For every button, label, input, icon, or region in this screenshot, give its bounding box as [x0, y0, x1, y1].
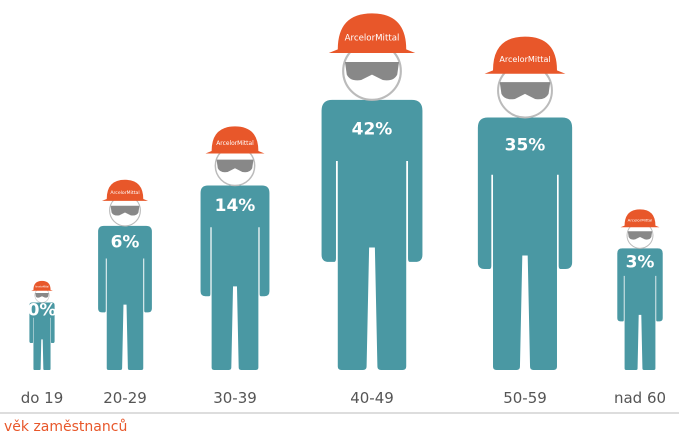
value-label: 3% — [626, 252, 655, 272]
helmet-brand: ArcelorMittal — [628, 218, 653, 223]
x-tick-label: 50-59 — [503, 389, 547, 407]
body — [98, 225, 152, 370]
helmet — [31, 280, 53, 291]
helmet-brand: ArcelorMittal — [499, 54, 550, 64]
glasses — [344, 61, 400, 81]
x-tick-label: do 19 — [21, 389, 64, 407]
glasses — [627, 231, 653, 240]
figure: ArcelorMittal — [200, 126, 270, 370]
figure: ArcelorMittal — [617, 209, 663, 370]
value-label: 0% — [28, 301, 57, 321]
body — [200, 185, 270, 370]
glasses — [110, 205, 140, 216]
body — [617, 248, 663, 370]
x-tick-label: 40-49 — [350, 389, 394, 407]
helmet — [205, 126, 265, 154]
helmet — [620, 209, 660, 228]
glasses — [35, 293, 49, 298]
value-label: 6% — [111, 232, 140, 252]
figure: ArcelorMittal — [321, 13, 423, 371]
figure: ArcelorMittal — [477, 36, 573, 370]
value-label: 42% — [352, 120, 393, 140]
body — [321, 99, 423, 371]
helmet — [328, 13, 416, 53]
figure: ArcelorMittal — [29, 280, 55, 370]
helmet — [484, 36, 566, 74]
body — [477, 117, 573, 370]
figure: ArcelorMittal — [98, 179, 152, 370]
x-tick-label: 20-29 — [103, 389, 147, 407]
value-label: 14% — [215, 196, 256, 216]
glasses — [499, 82, 551, 100]
x-tick-label: nad 60 — [614, 389, 666, 407]
x-axis-label: věk zaměstnanců — [4, 419, 127, 435]
helmet-brand: ArcelorMittal — [35, 286, 49, 289]
helmet-brand: ArcelorMittal — [345, 33, 400, 43]
helmet-brand: ArcelorMittal — [110, 190, 139, 196]
glasses — [216, 159, 254, 173]
body — [29, 302, 55, 370]
helmet-brand: ArcelorMittal — [216, 141, 254, 147]
helmet — [101, 179, 149, 201]
x-tick-label: 30-39 — [213, 389, 257, 407]
value-label: 35% — [505, 135, 546, 155]
